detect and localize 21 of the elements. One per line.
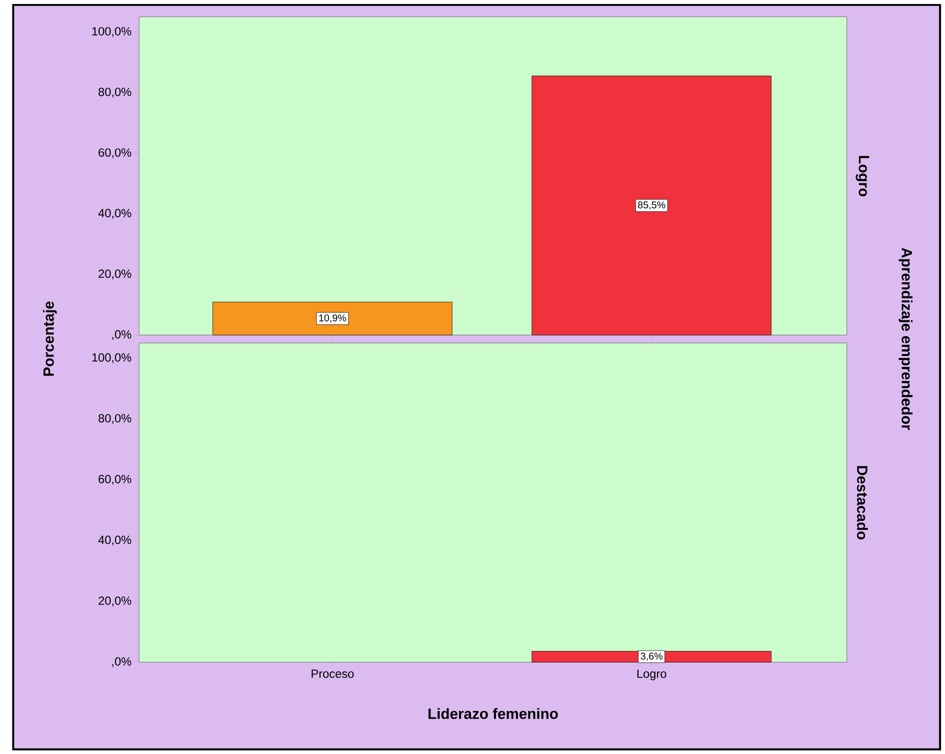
y2-axis-title: Destacado bbox=[857, 466, 868, 540]
y-tick-label: 20,0% bbox=[98, 269, 132, 280]
y-tick-label: ,0% bbox=[112, 330, 132, 340]
y-tick-label: 40,0% bbox=[98, 536, 132, 546]
y-tick-label: 60,0% bbox=[98, 474, 132, 484]
y2-axis-title: Logro bbox=[856, 156, 870, 196]
data-label: 85,5% bbox=[638, 201, 666, 210]
text: Aprendizaje emprendedor bbox=[898, 248, 913, 430]
y-tick-label: 80,0% bbox=[98, 414, 132, 424]
y-tick-label: 100,0% bbox=[92, 353, 132, 363]
y-tick-label: 60,0% bbox=[98, 148, 132, 158]
y-axis-title: Porcentaje bbox=[43, 301, 57, 376]
x-axis-title: Liderazo femenino bbox=[428, 708, 558, 719]
y-tick-label: 80,0% bbox=[98, 88, 132, 98]
y-tick-label: 40,0% bbox=[98, 208, 132, 219]
y-tick-label: 100,0% bbox=[92, 26, 132, 37]
y-tick-label: 20,0% bbox=[98, 596, 132, 606]
data-label: 3,6% bbox=[640, 652, 662, 661]
data-label: 10,9% bbox=[319, 314, 346, 322]
y-tick-label: ,0% bbox=[112, 657, 132, 667]
x-tick-label: Proceso bbox=[312, 669, 354, 678]
